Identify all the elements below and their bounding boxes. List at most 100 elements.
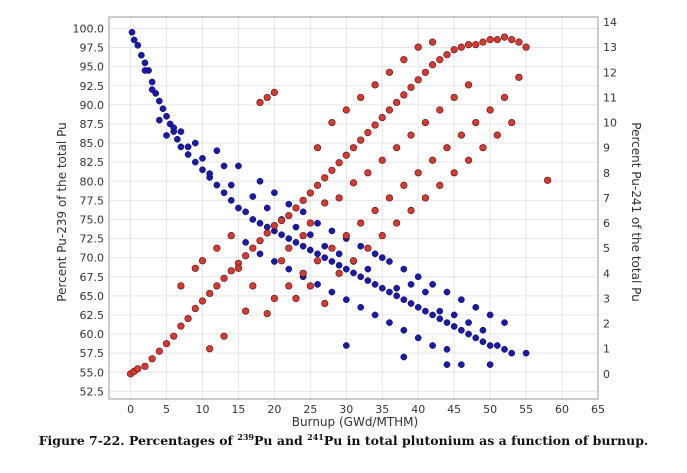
pu241-point: [227, 267, 235, 275]
pu241-point: [493, 36, 501, 44]
pu241-point: [486, 36, 494, 44]
pu239-point: [213, 181, 221, 189]
pu239-point: [163, 112, 170, 120]
pu241-point: [342, 106, 350, 114]
y-right-tick-label: 6: [603, 217, 610, 230]
y-left-tick-label: 75.0: [80, 213, 105, 226]
pu241-point: [321, 174, 329, 182]
y-left-tick-label: 87.5: [80, 118, 105, 131]
pu239-point: [357, 242, 365, 250]
pu241-point: [522, 43, 530, 51]
y-right-tick-label: 13: [603, 41, 617, 54]
y-left-tick-label: 70.0: [80, 252, 105, 265]
pu239-point: [263, 204, 271, 212]
pu241-point: [299, 232, 307, 240]
pu239-point: [465, 330, 472, 338]
pu241-point: [464, 41, 473, 49]
y-left-tick-label: 52.5: [80, 385, 105, 398]
pu239-point: [249, 216, 257, 223]
pu241-point: [357, 136, 365, 144]
pu239-point: [271, 189, 278, 197]
pu239-point: [450, 311, 458, 319]
pu241-point: [429, 61, 437, 69]
pu241-point: [177, 282, 185, 290]
y-left-tick-label: 95.0: [80, 61, 105, 74]
y-right-axis-label: Percent Pu-241 of the total Pu: [629, 122, 643, 301]
pu241-point: [364, 169, 372, 177]
pu241-point: [249, 282, 257, 290]
x-tick-label: 50: [483, 403, 497, 416]
caption-superscript-241: 241: [307, 432, 324, 442]
pu241-point: [285, 244, 293, 252]
y-left-tick-label: 62.5: [80, 309, 105, 322]
y-right-tick-label: 10: [603, 117, 617, 130]
pu239-point: [414, 303, 422, 311]
pu239-point: [184, 143, 192, 151]
pu239-point: [184, 151, 192, 158]
pu241-point: [234, 264, 243, 272]
pu239-point: [443, 361, 451, 368]
pu239-point: [177, 143, 185, 151]
pu239-point: [328, 258, 336, 265]
y-left-tick-label: 90.0: [80, 99, 105, 112]
y-right-tick-label: 11: [603, 91, 617, 104]
pu241-point: [213, 282, 221, 290]
pu239-point: [450, 323, 458, 330]
pu241-point: [464, 156, 473, 164]
pu241-point: [407, 206, 415, 215]
pu241-point: [421, 194, 430, 202]
pu239-point: [314, 219, 321, 227]
pu241-point: [256, 237, 264, 245]
pu239-point: [501, 319, 508, 326]
pu239-point: [159, 105, 167, 113]
pu239-point: [321, 242, 329, 250]
pu239-point: [508, 349, 516, 357]
y-right-tick-label: 0: [603, 368, 610, 381]
pu239-point: [206, 170, 214, 177]
pu241-point: [270, 221, 278, 230]
pu239-point: [163, 132, 170, 139]
pu239-point: [479, 338, 487, 346]
pu241-point: [349, 179, 358, 187]
pu241-point: [321, 299, 329, 308]
pu241-point: [457, 43, 465, 51]
pu241-point: [472, 118, 480, 127]
pu241-point: [544, 176, 552, 184]
pu241-point: [335, 194, 343, 202]
pu239-point: [177, 128, 185, 135]
pu241-point: [436, 106, 444, 114]
pu239-point: [436, 315, 444, 323]
x-tick-label: 5: [163, 403, 170, 416]
x-tick-label: 15: [231, 403, 245, 416]
pu239-point: [227, 181, 235, 189]
pu241-point: [450, 93, 458, 102]
x-tick-label: 25: [303, 403, 317, 416]
pu241-point: [472, 41, 480, 49]
pu241-point: [349, 257, 358, 265]
pu239-point: [422, 288, 429, 296]
pu241-point: [414, 76, 422, 84]
y-left-tick-label: 80.0: [80, 175, 105, 188]
pu239-point: [307, 231, 314, 239]
pu239-point: [357, 303, 365, 311]
pu241-point: [393, 219, 401, 227]
pu241-point: [393, 98, 401, 107]
pu239-point: [220, 162, 228, 170]
pu239-point: [429, 342, 436, 349]
pu241-point: [335, 159, 343, 167]
pu239-point: [199, 154, 206, 162]
pu241-point: [220, 274, 228, 282]
pu241-point: [443, 144, 451, 152]
pu239-point: [256, 219, 264, 227]
pu239-point: [371, 311, 379, 319]
pu239-point: [400, 353, 408, 361]
pu241-point: [328, 166, 336, 174]
pu239-point: [155, 116, 163, 124]
pu239-series: [128, 28, 530, 368]
pu239-point: [400, 265, 408, 273]
caption-superscript-239: 239: [237, 432, 254, 442]
y-left-tick-label: 85.0: [80, 137, 105, 150]
pu239-point: [285, 235, 293, 242]
y-right-tick-label: 12: [603, 66, 617, 79]
pu239-point: [364, 265, 372, 273]
